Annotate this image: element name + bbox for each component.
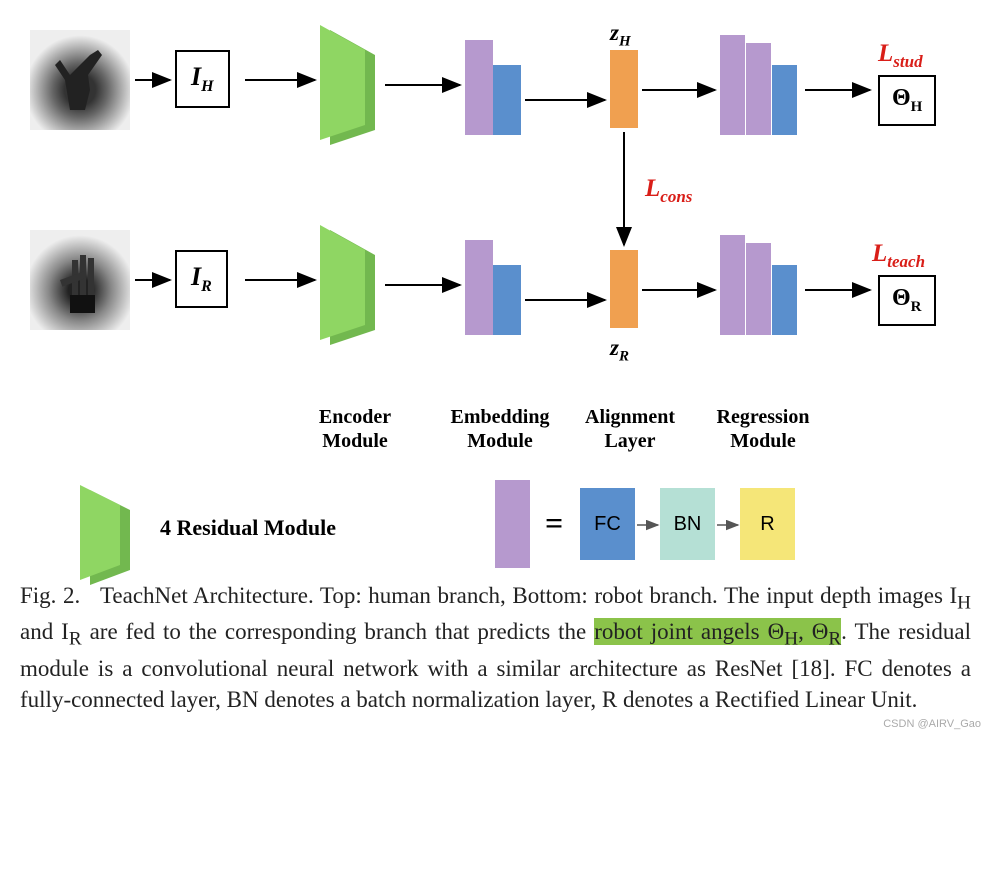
legend-arrows xyxy=(20,480,820,570)
ih-symbol: I xyxy=(191,62,201,91)
embedding-module-label: EmbeddingModule xyxy=(440,405,560,453)
embedding-bottom xyxy=(465,240,519,335)
ir-symbol: I xyxy=(191,262,201,291)
zr-label: zR xyxy=(610,335,629,366)
ih-sub: H xyxy=(201,78,213,95)
regression-module-label: RegressionModule xyxy=(708,405,818,453)
theta-h: ΘH xyxy=(878,75,936,126)
input-label-robot: IR xyxy=(175,250,228,308)
zh-label: zH xyxy=(610,20,631,51)
regression-top xyxy=(720,35,795,135)
encoder-top xyxy=(320,25,380,135)
theta-r: ΘR xyxy=(878,275,936,326)
input-label-human: IH xyxy=(175,50,230,108)
loss-stud: Lstud xyxy=(878,40,923,72)
regression-bottom xyxy=(720,235,795,335)
embedding-top xyxy=(465,40,519,135)
ir-sub: R xyxy=(201,278,212,295)
caption-title: TeachNet Architecture. Top: human branch… xyxy=(100,583,718,608)
loss-teach: Lteach xyxy=(872,240,925,272)
alignment-top xyxy=(610,50,636,128)
caption-highlight: robot joint angels ΘH, ΘR xyxy=(594,618,841,645)
alignment-layer-label: AlignmentLayer xyxy=(575,405,685,453)
fig-number: Fig. 2. xyxy=(20,583,80,608)
architecture-diagram: IH IR zH zR xyxy=(20,20,971,560)
robot-hand-image xyxy=(30,230,130,330)
human-hand-image xyxy=(30,30,130,130)
figure-caption: Fig. 2. TeachNet Architecture. Top: huma… xyxy=(20,580,971,715)
encoder-bottom xyxy=(320,225,380,335)
alignment-bottom xyxy=(610,250,636,328)
loss-cons: Lcons xyxy=(645,175,692,207)
caption-part1: The input depth images I xyxy=(724,583,957,608)
encoder-module-label: EncoderModule xyxy=(305,405,405,453)
watermark: CSDN @AIRV_Gao xyxy=(883,718,981,730)
